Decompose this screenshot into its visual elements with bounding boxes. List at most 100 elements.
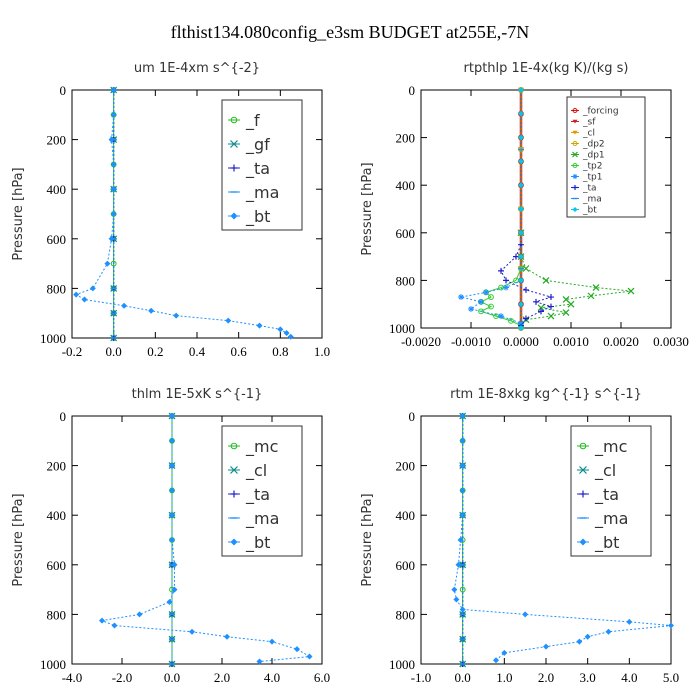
data-point [99,617,105,624]
legend-label: _bt [582,206,597,216]
y-tick-label: 1000 [40,331,66,346]
y-tick-label: 400 [396,508,416,523]
data-point [287,333,294,340]
y-tick-label: 200 [47,459,67,474]
y-tick-label: 600 [47,232,67,247]
y-axis-label: Pressure [hPa] [11,493,26,586]
x-tick-label: 5.0 [663,670,679,685]
data-point [136,611,143,618]
data-point [110,111,117,118]
data-point [453,596,460,603]
data-point [576,638,583,645]
y-tick-label: 800 [47,281,67,296]
y-tick-label: 400 [47,508,67,523]
data-point [457,537,464,543]
y-tick-label: 1000 [389,321,415,336]
legend: _mc _cl _ta _ma _bt [570,425,652,557]
legend-marker [230,164,238,172]
data-point [584,633,591,640]
series-bt [518,87,524,331]
data-point [533,298,539,305]
series-line [100,416,312,663]
legend-marker [572,163,578,168]
legend-marker [230,466,238,474]
series-line [520,232,632,326]
y-tick-label: 0 [60,409,67,424]
x-tick-label: -4.0 [62,670,83,685]
series-line [500,244,553,326]
x-tick-label: 0.4 [189,344,206,359]
legend-box [566,96,646,218]
data-point [522,611,529,618]
legend: _f _gf _ta _ma _bt [221,99,303,231]
data-point [283,330,290,337]
data-point [587,292,595,300]
legend-label: _mc [594,437,627,457]
series-bt [451,413,674,664]
data-point [166,599,173,605]
y-tick-label: 600 [396,226,416,241]
data-point [459,487,466,494]
legend-label: _cl [594,461,616,481]
data-point [294,646,300,653]
legend-label: _ma [245,509,279,529]
data-point [108,136,115,143]
data-point [110,186,117,193]
data-point [605,628,612,635]
data-point [503,284,509,291]
x-tick-label: -0.0010 [451,334,491,349]
data-point [458,294,464,301]
y-tick-label: 0 [409,83,416,98]
panel-4: rtm 1E-8xkg kg^{-1} s^{-1} Pressure [hPa]… [360,387,679,685]
x-tick-label: 6.0 [314,670,330,685]
data-point [518,301,524,308]
x-tick-label: 3.0 [580,670,596,685]
legend-marker [572,108,578,113]
data-point [518,253,524,260]
data-point [501,649,508,656]
data-point [668,622,674,629]
data-point [121,302,128,309]
y-tick-label: 400 [47,182,67,197]
legend-marker [572,119,578,124]
legend: _mc _cl _ta _ma _bt [221,425,303,557]
data-point [508,317,514,324]
plot-frame [420,89,672,329]
legend-label: _bt [594,533,619,553]
x-tick-label: 1.0 [314,344,330,359]
x-tick-label: 1.0 [496,670,512,685]
legend-marker [579,442,587,450]
data-point [225,317,232,324]
data-point [256,322,263,329]
legend-label: _ma [245,183,279,203]
data-point [169,437,175,444]
y-tick-label: 400 [396,178,416,193]
data-point [498,267,504,274]
legend-marker [572,151,578,158]
data-point [459,512,466,519]
data-point [627,287,635,295]
legend-label: _dp1 [582,151,605,161]
x-tick-label: 0.0020 [603,334,639,349]
y-tick-label: 800 [47,607,67,622]
y-tick-label: 200 [396,459,416,474]
data-point [104,260,111,267]
legend-marker [579,466,587,474]
data-point [483,289,489,296]
data-point [169,462,175,469]
legend-label: _tp2 [582,162,602,172]
y-tick-label: 800 [396,273,416,288]
y-tick-label: 0 [409,409,416,424]
legend-label: _cl [245,461,267,481]
data-point [478,298,484,305]
y-tick-label: 1000 [389,657,415,672]
panel-1: um 1E-4xm s^{-2} Pressure [hPa] -0.2 0.0 0.2… [11,61,330,359]
legend-label: _forcing [582,107,619,117]
data-point [110,87,117,93]
data-point [173,312,180,319]
data-point [269,638,275,645]
series-ta [498,241,554,329]
x-tick-label: 0.6 [231,344,248,359]
legend-label: _mc [245,437,278,457]
legend-label: _cl [582,129,595,139]
